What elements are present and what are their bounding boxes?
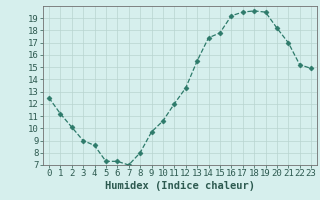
X-axis label: Humidex (Indice chaleur): Humidex (Indice chaleur) <box>105 181 255 191</box>
